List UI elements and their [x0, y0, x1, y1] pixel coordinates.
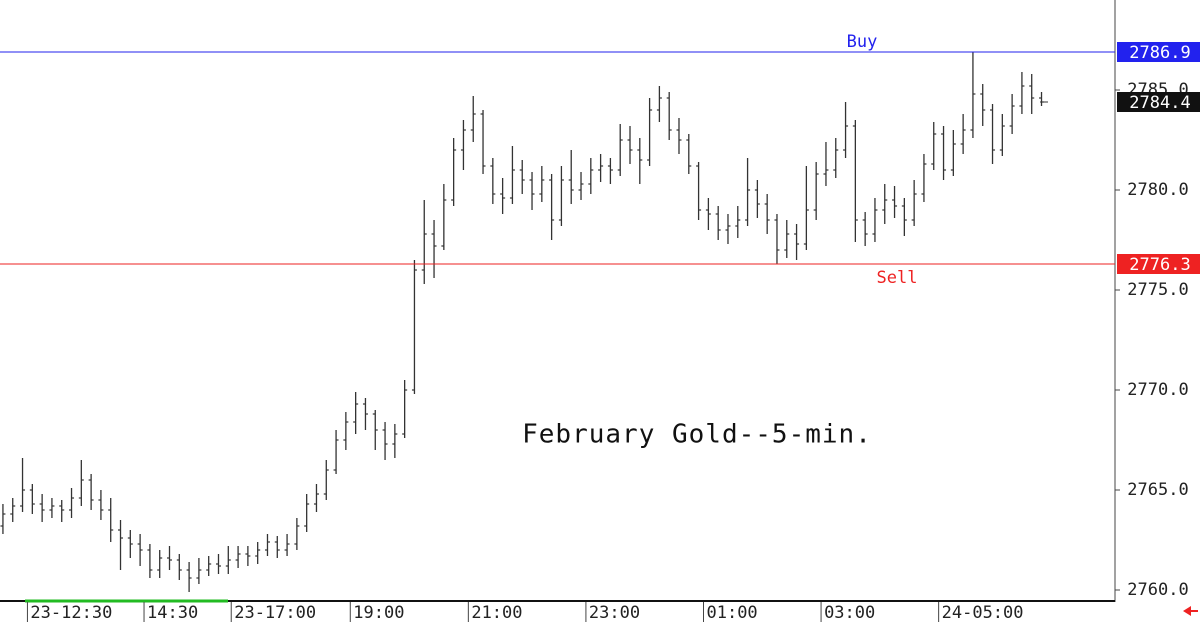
y-tick-label: 2765.0 [1127, 480, 1188, 500]
last-price: 2784.4 [1129, 93, 1190, 113]
scroll-arrow[interactable] [1183, 606, 1198, 616]
x-tick-label: 14:30 [147, 603, 198, 623]
x-tick-label: 23-17:00 [234, 603, 316, 623]
level-price: 2786.9 [1129, 43, 1190, 63]
chart-title: February Gold--5-min. [522, 420, 872, 450]
level-name: Sell [877, 268, 918, 288]
x-tick-label: 23-12:30 [30, 603, 112, 623]
y-tick-label: 2780.0 [1127, 180, 1188, 200]
x-tick-label: 19:00 [353, 603, 404, 623]
last-price-box [1117, 92, 1200, 112]
level-price-box [1117, 42, 1200, 62]
x-tick-label: 03:00 [824, 603, 875, 623]
level-price-box [1117, 254, 1200, 274]
y-tick-label: 2775.0 [1127, 280, 1188, 300]
x-tick-label: 21:00 [471, 603, 522, 623]
x-tick-label: 24-05:00 [942, 603, 1024, 623]
x-tick-label: 01:00 [706, 603, 757, 623]
level-name: Buy [847, 32, 878, 52]
x-tick-label: 23:00 [589, 603, 640, 623]
level-price: 2776.3 [1129, 255, 1190, 275]
y-tick-label: 2770.0 [1127, 380, 1188, 400]
y-tick-label: 2760.0 [1127, 580, 1188, 600]
